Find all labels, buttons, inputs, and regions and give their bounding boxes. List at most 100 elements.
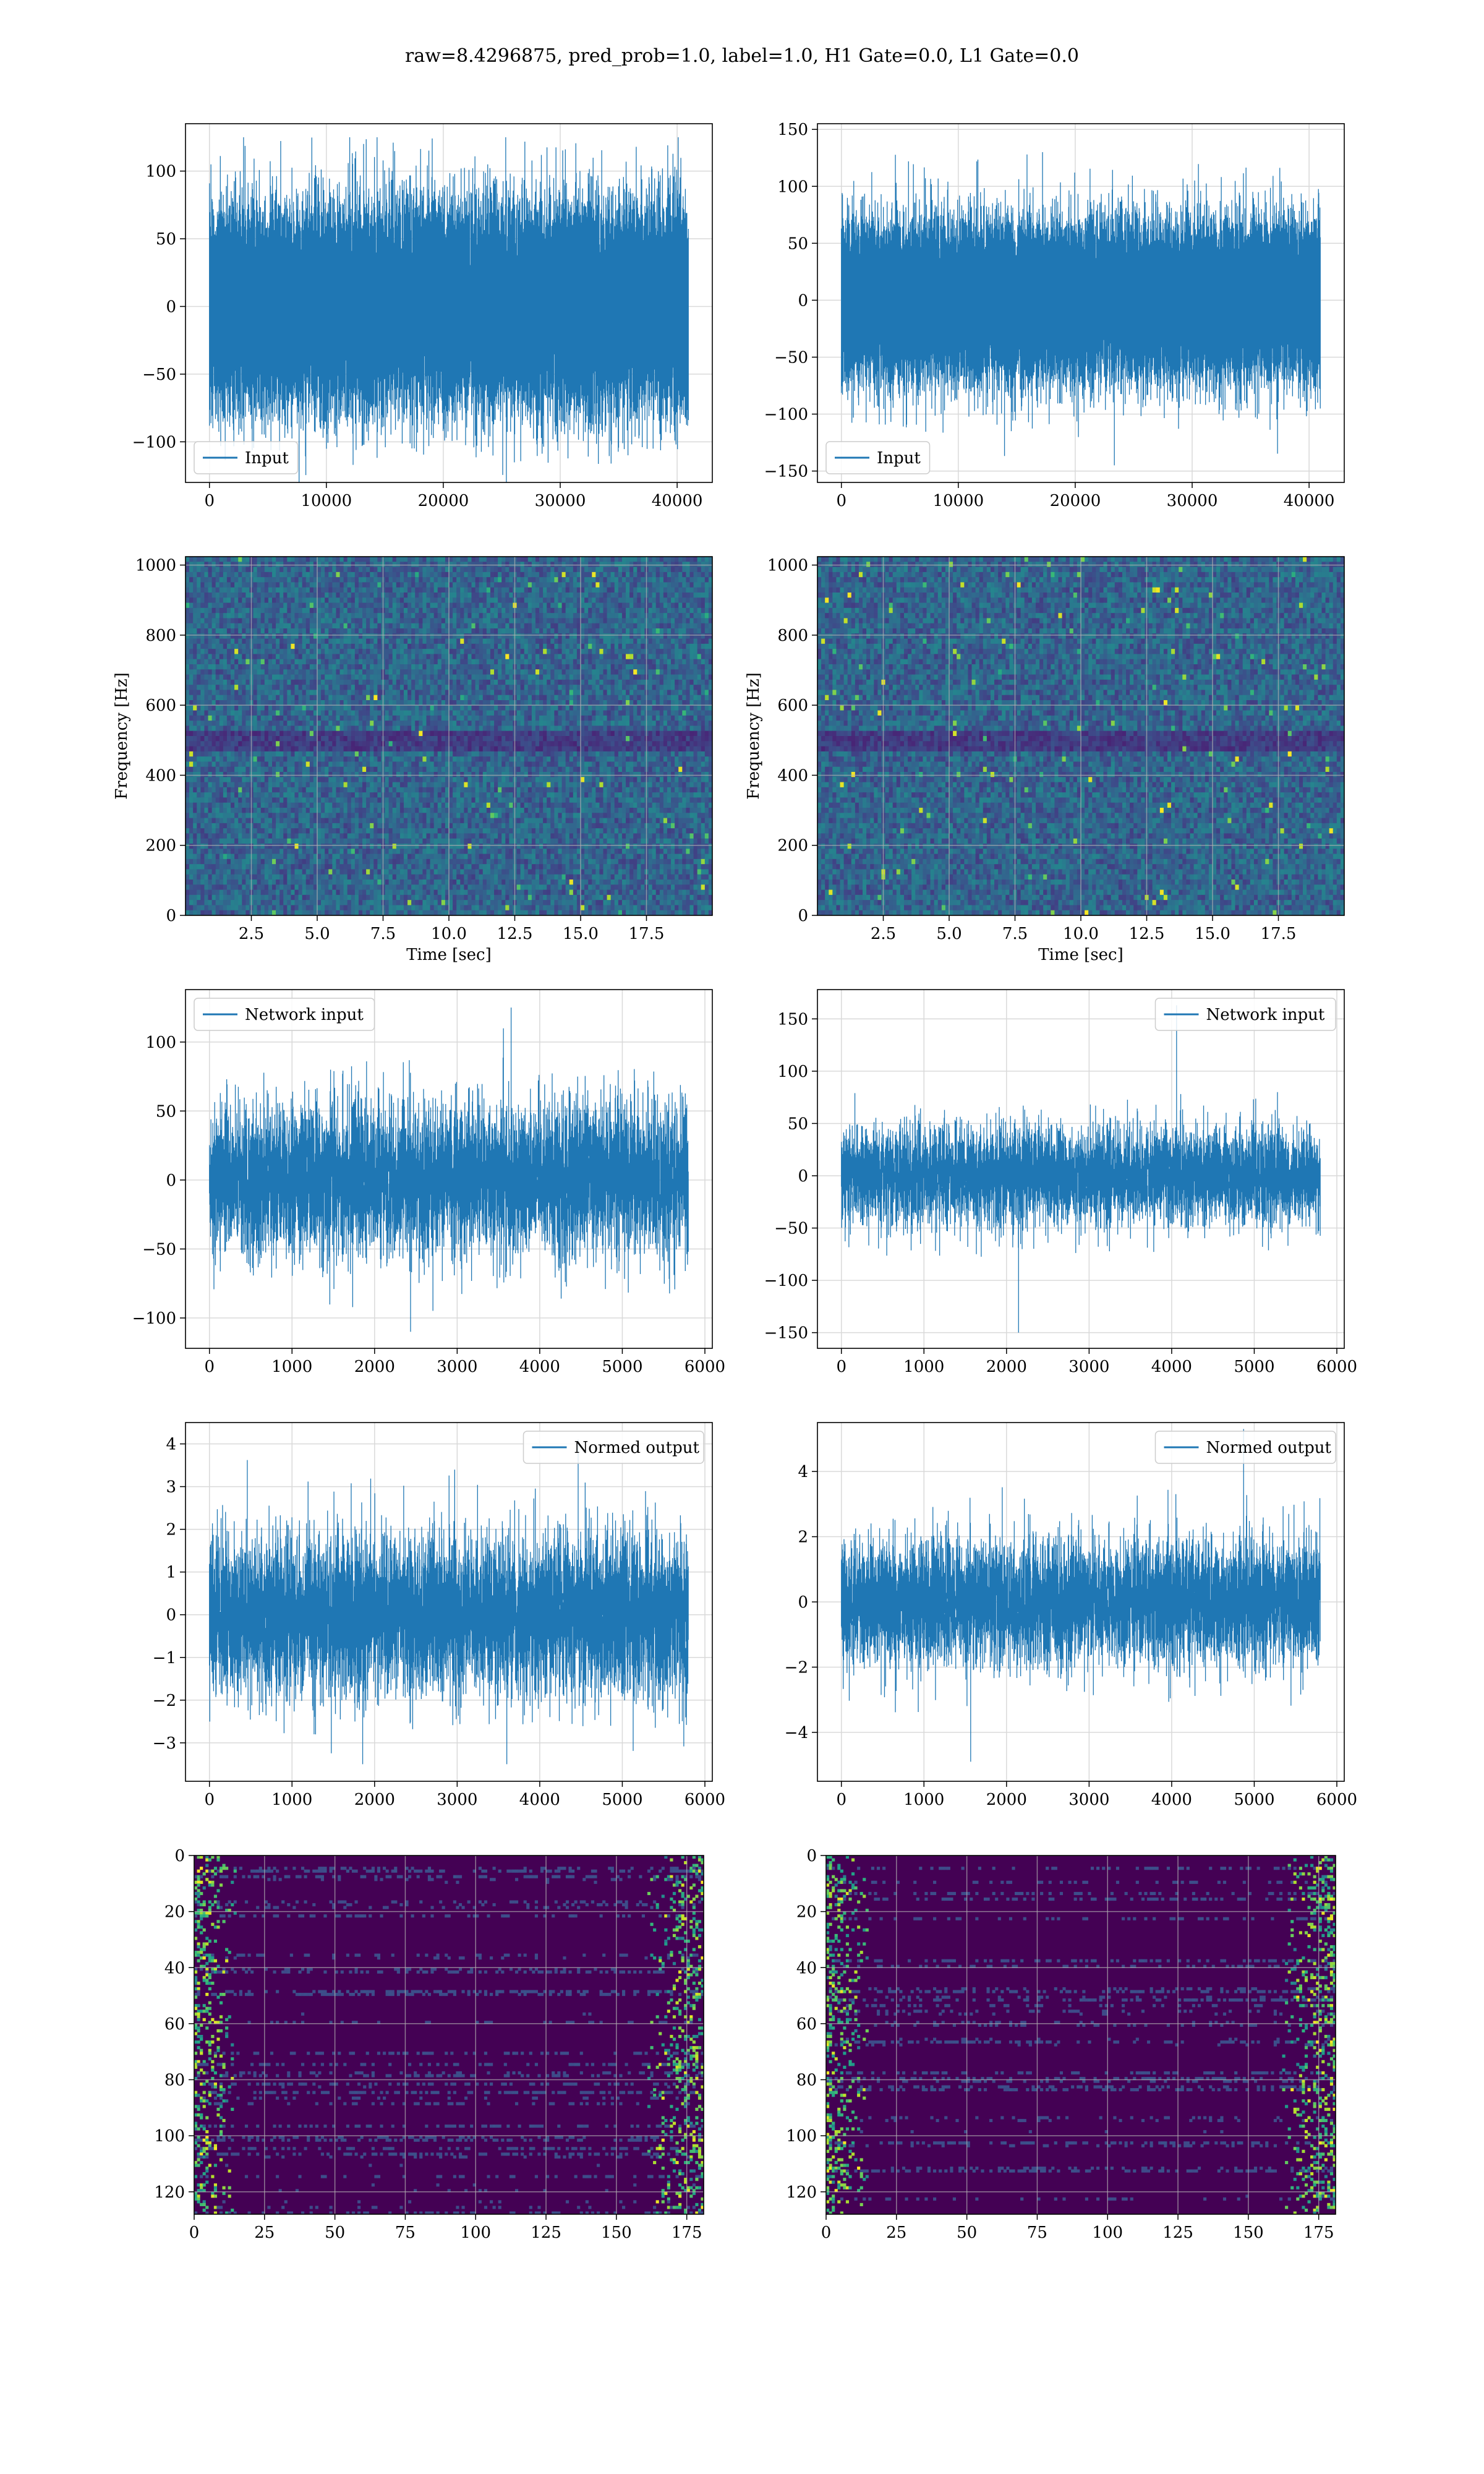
x-tick-label: 30000 — [535, 492, 586, 510]
x-tick-label: 0 — [836, 492, 846, 510]
x-tick-label: 1000 — [271, 1358, 312, 1376]
series-line-normed-output — [841, 1429, 1321, 1762]
y-tick-label: 100 — [145, 163, 176, 181]
x-tick-label: 40000 — [1284, 492, 1335, 510]
axes-frame — [185, 989, 713, 1349]
x-tick-label: 50 — [325, 2224, 345, 2242]
y-tick-label: 0 — [798, 291, 808, 310]
x-tick-label: 10000 — [301, 492, 352, 510]
y-tick-label: 4 — [166, 1436, 176, 1454]
x-tick-label: 50 — [957, 2224, 977, 2242]
y-tick-label: −4 — [785, 1724, 808, 1742]
legend-label: Network input — [245, 1006, 364, 1024]
y-tick-label: 50 — [788, 1115, 808, 1133]
y-tick-label: 1 — [166, 1564, 176, 1582]
x-tick-label: 20000 — [418, 492, 469, 510]
y-tick-label: 60 — [164, 2015, 185, 2034]
y-tick-label: 100 — [777, 1063, 808, 1081]
x-tick-label: 4000 — [519, 1358, 560, 1376]
chart-l1-spectrogram: 2.5 5.0 7.5 10.0 12.5 15.0 17.5 0 200 400 600 800 10… — [744, 556, 1345, 964]
x-tick-label: 0 — [204, 1791, 215, 1809]
x-tick-label: 20000 — [1050, 492, 1101, 510]
y-tick-label: 800 — [145, 627, 176, 645]
y-tick-label: 20 — [796, 1903, 817, 1922]
y-tick-label: 100 — [145, 1034, 176, 1052]
y-tick-label: −50 — [142, 366, 176, 384]
x-tick-label: 30000 — [1167, 492, 1218, 510]
plot-area — [841, 152, 1321, 466]
x-tick-label: 4000 — [1151, 1791, 1192, 1809]
x-tick-label: 17.5 — [629, 925, 665, 943]
x-tick-label: 6000 — [684, 1358, 725, 1376]
x-tick-label: 40000 — [652, 492, 703, 510]
y-tick-label: 20 — [164, 1903, 185, 1922]
x-tick-label: 15.0 — [1195, 925, 1230, 943]
x-tick-label: 100 — [1092, 2224, 1123, 2242]
x-tick-label: 150 — [1233, 2224, 1264, 2242]
y-tick-label: 0 — [798, 1593, 808, 1612]
series-line-input — [209, 137, 689, 482]
x-tick-label: 100 — [460, 2224, 491, 2242]
series-line-network-input — [209, 1008, 689, 1332]
y-tick-label: −150 — [764, 1324, 808, 1343]
y-tick-label: 50 — [156, 230, 176, 249]
figure-suptitle: raw=8.4296875, pred_prob=1.0, label=1.0,… — [405, 45, 1079, 67]
y-tick-label: 600 — [777, 696, 808, 715]
x-tick-label: 1000 — [271, 1791, 312, 1809]
axes-frame — [185, 1422, 713, 1782]
y-tick-label: 80 — [796, 2071, 817, 2090]
y-tick-label: −100 — [132, 1309, 176, 1328]
x-tick-label: 0 — [204, 1358, 215, 1376]
chart-h1-spectrogram: 2.5 5.0 7.5 10.0 12.5 15.0 17.5 0 200 400 600 800 10… — [113, 556, 713, 964]
y-tick-label: −2 — [153, 1692, 176, 1710]
x-tick-label: 3000 — [1068, 1358, 1109, 1376]
y-tick-label: 3 — [166, 1478, 176, 1497]
x-tick-label: 175 — [672, 2224, 702, 2242]
legend: Normed output — [522, 1431, 704, 1464]
y-tick-label: −100 — [764, 406, 808, 424]
y-tick-label: 150 — [777, 1010, 808, 1029]
x-tick-label: 1000 — [903, 1791, 944, 1809]
series-line-input — [841, 152, 1321, 466]
y-tick-label: 50 — [156, 1102, 176, 1121]
x-tick-label: 6000 — [1316, 1791, 1357, 1809]
x-tick-label: 3000 — [437, 1791, 477, 1809]
y-tick-label: 50 — [788, 234, 808, 253]
x-tick-label: 125 — [1162, 2224, 1193, 2242]
x-tick-label: 150 — [601, 2224, 632, 2242]
y-tick-label: 0 — [166, 297, 176, 316]
plot-area — [826, 1856, 1336, 2214]
y-tick-label: −50 — [774, 348, 808, 367]
legend: Network input — [194, 998, 375, 1031]
plot-area — [209, 137, 689, 482]
x-tick-label: 0 — [821, 2224, 832, 2242]
y-tick-label: 100 — [786, 2127, 817, 2146]
y-tick-label: 400 — [777, 766, 808, 785]
chart-l1-normed-output: 0 1000 2000 3000 4000 5000 6000 −4 −2 0 2 4 Normed o… — [785, 1422, 1357, 1809]
y-tick-label: 40 — [164, 1959, 185, 1977]
x-tick-label: 5.0 — [936, 925, 962, 943]
x-tick-label: 25 — [254, 2224, 275, 2242]
x-tick-label: 5000 — [1234, 1791, 1274, 1809]
legend-label: Normed output — [574, 1439, 700, 1457]
x-axis-label: Time [sec] — [406, 946, 492, 964]
y-axis-label: Frequency [Hz] — [113, 672, 131, 800]
x-tick-label: 2000 — [354, 1791, 395, 1809]
legend: Input — [194, 441, 299, 474]
axes-frame — [817, 123, 1345, 483]
y-tick-label: −2 — [785, 1658, 808, 1677]
legend: Normed output — [1154, 1431, 1336, 1464]
x-tick-label: 5000 — [602, 1791, 642, 1809]
axes-frame — [817, 989, 1345, 1349]
x-tick-label: 17.5 — [1261, 925, 1297, 943]
legend: Network input — [1154, 998, 1336, 1031]
x-tick-label: 2000 — [354, 1358, 395, 1376]
y-tick-label: 0 — [806, 1847, 817, 1865]
plot-area — [209, 1008, 689, 1332]
legend-label: Input — [245, 449, 289, 468]
y-tick-label: 800 — [777, 627, 808, 645]
x-tick-label: 10000 — [932, 492, 984, 510]
y-tick-label: 400 — [145, 766, 176, 785]
y-tick-label: 0 — [798, 907, 808, 925]
x-tick-label: 12.5 — [1129, 925, 1165, 943]
